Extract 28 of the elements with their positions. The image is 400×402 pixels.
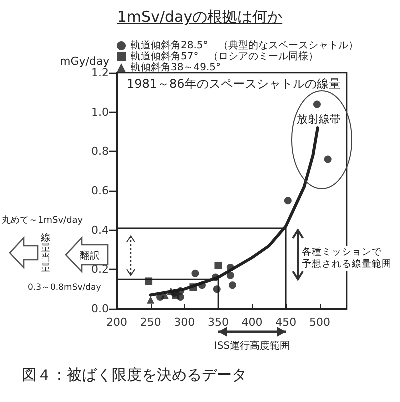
text: 丸めて～1mSv/day: [2, 214, 84, 227]
y-tick-label: 0.4: [92, 224, 109, 237]
annotation: 各種ミッションで: [302, 246, 382, 260]
x-tick-label: 200: [106, 316, 128, 329]
x-tick-label: 300: [174, 316, 196, 329]
annotation: 放射線帯: [296, 112, 342, 127]
y-tick-label: 1.2: [92, 66, 109, 80]
y-tick-label: 0.6: [92, 184, 109, 198]
text: 線量当量: [41, 233, 52, 274]
chart-title: 1mSv/dayの根拠は何か: [116, 8, 284, 27]
caption: 図４：被ばく限度を決めるデータ: [22, 366, 247, 385]
legend-label: 軌道傾斜角28.5° （典型的なスペースシャトル）: [131, 40, 358, 52]
text: 0.3～0.8mSv/day: [28, 282, 102, 294]
legend-label: 軌傾斜角38～49.5°: [131, 62, 221, 74]
y-tick-label: 0.8: [92, 145, 109, 158]
chart-subtitle: 1981～86年のスペースシャトルの線量: [127, 76, 341, 93]
text: 翻訳: [80, 250, 100, 263]
annotation: 予想される線量範囲: [302, 258, 392, 272]
x-tick-label: 350: [208, 316, 229, 329]
x-tick-label: 400: [242, 316, 263, 329]
y-axis-title: mGy/day: [60, 55, 110, 68]
y-tick-label: 0.0: [92, 302, 109, 316]
x-tick-label: 250: [140, 316, 162, 329]
x-tick-label: 450: [276, 316, 297, 329]
x-tick-label: 500: [309, 316, 330, 329]
text: ISS運行高度範囲: [213, 340, 292, 353]
y-tick-label: 1.0: [92, 106, 109, 119]
legend-label: 軌道傾斜角57° （ロシアのミール同様）: [131, 50, 319, 62]
